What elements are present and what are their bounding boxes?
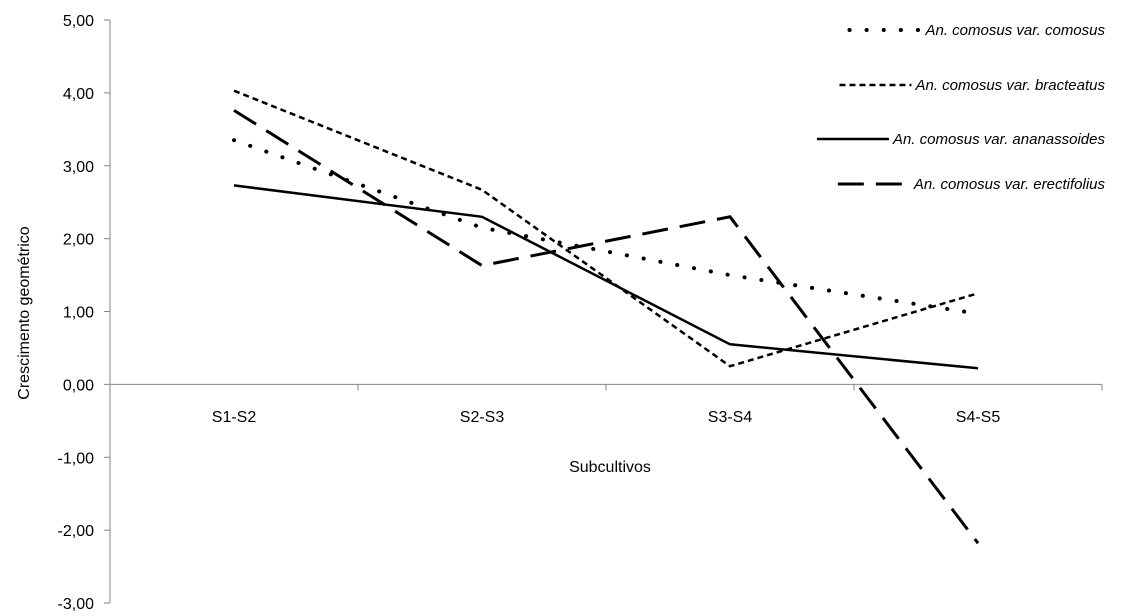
x-tick-label: S4-S5 — [956, 409, 1001, 426]
y-axis-ticks: 5,00 4,00 3,00 2,00 1,00 0,00 -1,00 -2,00 -3,00 — [58, 13, 110, 613]
x-tick-label: S1-S2 — [212, 409, 257, 426]
legend-label: An. comosus var. ananassoides — [892, 131, 1106, 148]
legend-label: An. comosus var. bracteatus — [914, 77, 1105, 94]
y-tick-label: -1,00 — [58, 450, 95, 467]
y-tick-label: 2,00 — [63, 232, 94, 249]
series-line — [232, 138, 980, 316]
legend-entry: An. comosus var. erectifolius — [837, 176, 1106, 193]
y-tick-label: 1,00 — [63, 305, 94, 322]
series-line — [233, 109, 980, 545]
series-4 — [233, 109, 980, 545]
y-tick-label: -2,00 — [58, 523, 95, 540]
series-3 — [233, 184, 979, 370]
legend-entry: An. comosus var. ananassoides — [816, 131, 1106, 148]
x-axis-title: Subcultivos — [569, 459, 651, 476]
x-tick-label: S2-S3 — [460, 409, 505, 426]
legend-entry: An. comosus var. comosus — [847, 22, 1105, 39]
series-2 — [233, 89, 979, 368]
y-axis-title: Crescimento geométrico — [16, 226, 33, 400]
series-line — [233, 89, 979, 368]
series-layer — [232, 89, 980, 545]
y-tick-label: 4,00 — [63, 86, 94, 103]
y-tick-label: 0,00 — [63, 377, 94, 394]
legend-label: An. comosus var. erectifolius — [913, 176, 1106, 193]
legend: An. comosus var. comosus An. comosus var.… — [816, 22, 1106, 193]
series-line — [233, 184, 979, 370]
y-tick-label: 3,00 — [63, 159, 94, 176]
x-axis-ticks: S1-S2 S2-S3 S3-S4 S4-S5 — [109, 384, 1103, 426]
legend-label: An. comosus var. comosus — [924, 22, 1105, 39]
legend-entry: An. comosus var. bracteatus — [839, 77, 1105, 94]
x-tick-label: S3-S4 — [708, 409, 753, 426]
axes — [109, 20, 1102, 603]
y-tick-label: 5,00 — [63, 13, 94, 30]
y-tick-label: -3,00 — [58, 596, 95, 613]
series-1 — [232, 138, 980, 316]
